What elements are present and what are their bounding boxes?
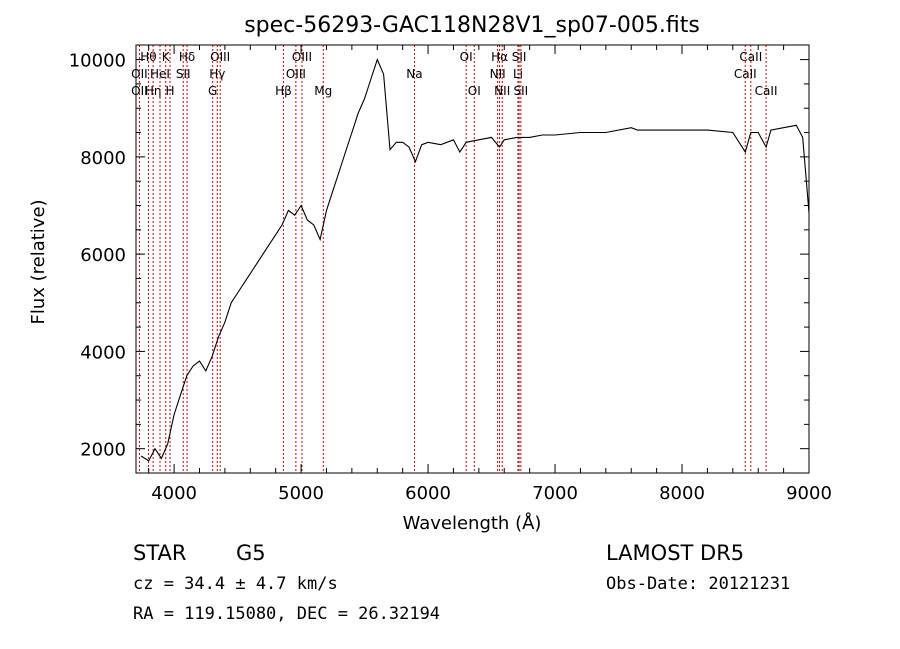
spectral-line-label: Hγ <box>209 67 225 81</box>
spectral-line-label: NII <box>494 84 510 98</box>
spectral-line-label: Hα <box>491 50 508 64</box>
x-tick-label: 6000 <box>405 483 451 504</box>
object-class: STAR <box>133 541 187 565</box>
spectral-line-label: OIII <box>210 50 230 64</box>
x-tick-label: 7000 <box>532 483 578 504</box>
spectral-line-label: CaII <box>755 84 778 98</box>
subclass: G5 <box>236 541 266 565</box>
spectral-line-label: OII <box>131 67 148 81</box>
y-axis-label: Flux (relative) <box>28 199 49 324</box>
y-tick-label: 4000 <box>80 342 126 363</box>
plot-frame <box>135 44 810 474</box>
spectral-line-label: K <box>162 50 171 64</box>
spectral-line-label: H <box>166 84 175 98</box>
spectral-line-label: Hβ <box>275 84 292 98</box>
spectral-line-label: SII <box>176 67 191 81</box>
x-axis-label: Wavelength (Å) <box>403 512 542 534</box>
spectral-line-label: OI <box>468 84 481 98</box>
spectral-line-label: OI <box>460 50 473 64</box>
spectral-line-markers <box>138 45 767 473</box>
spectral-line-label: Na <box>406 67 422 81</box>
x-tick-label: 5000 <box>278 483 324 504</box>
redshift-text: cz = 34.4 ± 4.7 km/s <box>133 574 338 594</box>
coordinates-text: RA = 119.15080, DEC = 26.32194 <box>133 604 441 624</box>
x-axis-ticks: 4000 5000 6000 7000 8000 9000 <box>148 45 832 504</box>
x-tick-label: 4000 <box>151 483 197 504</box>
y-tick-label: 2000 <box>80 440 126 461</box>
spectral-line-label: SII <box>514 84 529 98</box>
y-tick-label: 6000 <box>80 245 126 266</box>
obs-date-text: Obs-Date: 20121231 <box>606 574 791 594</box>
spectral-line-label: OIII <box>292 50 312 64</box>
spectral-line-label: Hθ <box>140 50 156 64</box>
survey-name: LAMOST DR5 <box>606 541 745 565</box>
chart-title: spec-56293-GAC118N28V1_sp07-005.fits <box>244 13 700 38</box>
spectral-line-label: G <box>208 84 217 98</box>
y-tick-label: 8000 <box>80 148 126 169</box>
spectral-line-label: OII <box>131 84 148 98</box>
spectral-line-label: SII <box>512 50 527 64</box>
spectral-line-label: CaII <box>734 67 757 81</box>
x-tick-label: 8000 <box>659 483 705 504</box>
spectrum-line <box>140 58 810 462</box>
spectral-line-label: Mg <box>314 84 332 98</box>
spectral-line-label: CaII <box>739 50 762 64</box>
y-tick-label: 10000 <box>69 51 126 72</box>
spectral-line-label: HeI <box>150 67 170 81</box>
spectral-line-label: Hδ <box>179 50 195 64</box>
spectral-line-label: Hη <box>145 84 162 98</box>
spectral-line-label: Li <box>513 67 523 81</box>
spectral-line-label: OIII <box>286 67 306 81</box>
y-axis-ticks: 2000 4000 6000 8000 10000 <box>69 51 809 461</box>
x-tick-label: 9000 <box>786 483 832 504</box>
spectral-line-label: NII <box>490 67 506 81</box>
